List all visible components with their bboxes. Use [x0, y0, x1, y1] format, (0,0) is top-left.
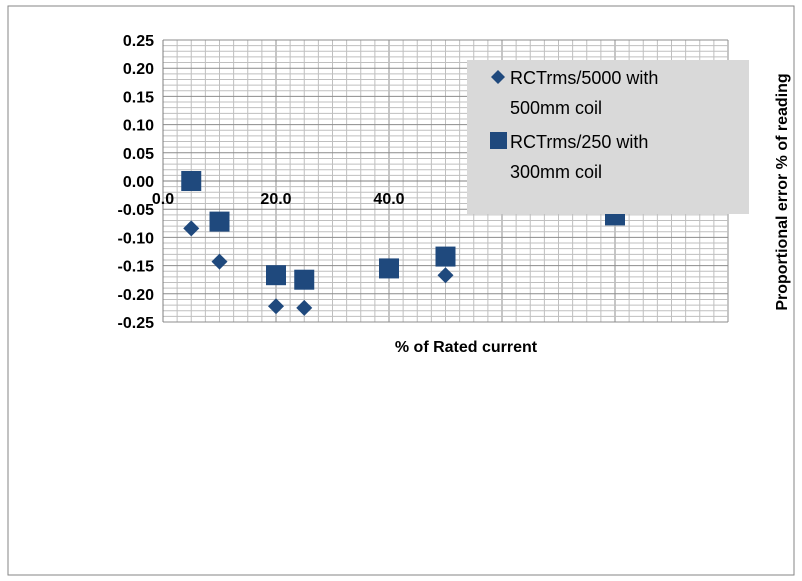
data-point-square — [209, 211, 230, 232]
data-point-diamond — [437, 267, 454, 284]
data-point-diamond — [211, 253, 228, 270]
y-tick-label: 0.15 — [123, 89, 154, 106]
legend-label-series-1-line-1: RCTrms/5000 with — [510, 68, 658, 88]
x-tick-label: 0.0 — [152, 191, 174, 208]
data-point-diamond — [268, 298, 284, 315]
data-point-diamond — [296, 299, 313, 316]
data-point-diamond — [183, 220, 200, 237]
y-tick-labels: 0.25 0.20 0.15 0.10 0.05 0.00 -0.05 -0.10 -0.15 -… — [118, 33, 155, 332]
x-tick-label: 40.0 — [373, 191, 404, 208]
legend-box — [467, 60, 749, 214]
legend-diamond-marker — [491, 70, 505, 84]
data-point-square — [435, 246, 456, 267]
y-tick-label: -0.15 — [118, 259, 155, 276]
legend-label-series-2-line-2: 300mm coil — [510, 162, 602, 182]
y-tick-label: -0.10 — [118, 230, 155, 247]
y-tick-label: 0.25 — [123, 33, 154, 50]
data-point-square — [266, 265, 286, 286]
y-axis-title: Proportional error % of reading — [774, 73, 791, 310]
data-point-square — [294, 269, 315, 290]
y-tick-label: 0.00 — [123, 174, 154, 191]
legend: RCTrms/5000 with 500mm coil RCTrms/250 w… — [467, 60, 749, 214]
y-tick-label: -0.20 — [118, 287, 155, 304]
legend-label-series-2-line-1: RCTrms/250 with — [510, 132, 648, 152]
legend-label-series-1-line-2: 500mm coil — [510, 98, 602, 118]
y-tick-label: 0.05 — [123, 146, 154, 163]
y-tick-label: -0.05 — [118, 202, 155, 219]
legend-square-marker — [490, 132, 507, 149]
data-point-square — [379, 258, 399, 279]
data-point-square — [181, 171, 202, 191]
x-axis-title: % of Rated current — [395, 339, 538, 356]
y-tick-label: -0.25 — [118, 315, 155, 332]
y-tick-label: 0.20 — [123, 61, 154, 78]
x-tick-label: 20.0 — [260, 191, 291, 208]
y-tick-label: 0.10 — [123, 118, 154, 135]
